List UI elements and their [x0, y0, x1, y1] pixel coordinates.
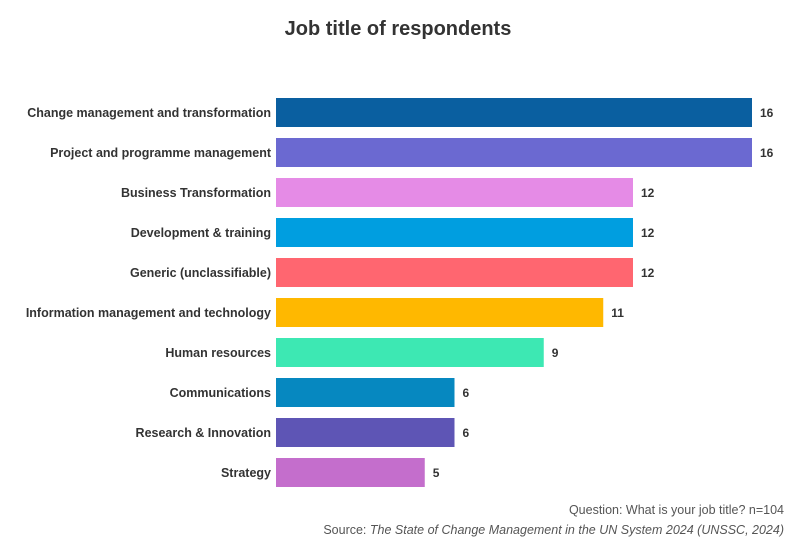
category-label: Human resources — [165, 346, 271, 360]
bar — [276, 98, 752, 127]
bar — [276, 458, 425, 487]
bar — [276, 338, 544, 367]
bar — [276, 418, 455, 447]
bar — [276, 218, 633, 247]
bar — [276, 178, 633, 207]
category-label: Change management and transformation — [27, 106, 271, 120]
category-label: Development & training — [131, 226, 271, 240]
source-prefix: Source: — [323, 523, 370, 537]
value-label: 6 — [463, 426, 470, 440]
category-label: Information management and technology — [26, 306, 271, 320]
value-label: 6 — [463, 386, 470, 400]
value-label: 12 — [641, 226, 655, 240]
category-label: Strategy — [221, 466, 271, 480]
value-label: 16 — [760, 146, 774, 160]
bar — [276, 138, 752, 167]
chart-footer: Question: What is your job title? n=104 … — [323, 500, 784, 540]
category-label: Research & Innovation — [136, 426, 271, 440]
chart-title: Job title of respondents — [284, 18, 512, 40]
value-label: 11 — [611, 306, 624, 320]
bar — [276, 378, 455, 407]
value-label: 12 — [641, 266, 655, 280]
category-label: Communications — [170, 386, 271, 400]
source-work: The State of Change Management in the UN… — [369, 523, 784, 537]
value-label: 12 — [641, 186, 655, 200]
question-note: Question: What is your job title? n=104 — [568, 503, 784, 517]
source-note: Source: The State of Change Management i… — [323, 520, 784, 540]
value-label: 16 — [760, 106, 774, 120]
value-label: 9 — [552, 346, 559, 360]
bar — [276, 258, 633, 287]
category-label: Project and programme management — [50, 146, 272, 160]
category-label: Business Transformation — [121, 186, 271, 200]
value-label: 5 — [433, 466, 440, 480]
bar — [276, 298, 604, 327]
category-label: Generic (unclassifiable) — [130, 266, 271, 280]
